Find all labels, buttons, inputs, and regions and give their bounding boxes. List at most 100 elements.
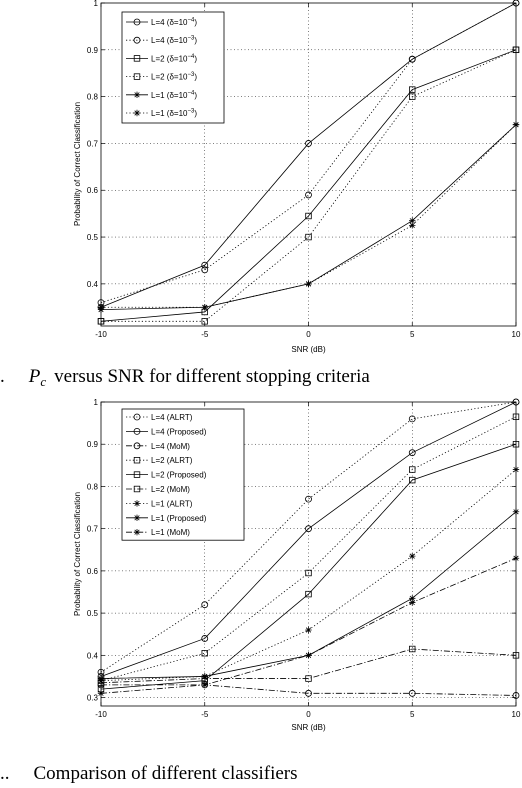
series-line — [101, 124, 517, 308]
series-line — [100, 2, 517, 303]
legend-marker — [133, 471, 141, 478]
series-line — [100, 416, 517, 682]
series-line — [100, 648, 517, 684]
caption-prefix: .. — [0, 763, 10, 784]
legend-marker — [133, 91, 141, 98]
legend-label: L=2 (Proposed) — [151, 471, 207, 480]
series-line — [100, 401, 517, 673]
series-line — [101, 49, 517, 322]
data-point — [512, 508, 520, 515]
x-tick-label: -10 — [95, 710, 107, 719]
data-point — [408, 55, 416, 63]
data-point — [201, 673, 208, 680]
legend-label-close: ) — [194, 73, 197, 82]
legend-label-name: L=2 (ALRT) — [151, 456, 193, 465]
data-point — [409, 599, 416, 606]
legend-marker — [133, 442, 141, 450]
legend-label-close: ) — [194, 36, 197, 45]
data-point — [409, 552, 416, 560]
legend-marker — [133, 456, 141, 464]
y-tick-label: 0.7 — [87, 139, 99, 148]
chart-stopping-criteria: -10 -5 0 5 10 0.4 0.5 0.6 0.7 0.8 0.9 1 SNR (dB) Prob… — [0, 0, 521, 389]
x-axis-label: SNR (dB) — [291, 723, 326, 732]
series-5 — [97, 645, 520, 686]
legend-label-close: ) — [194, 54, 197, 63]
data-point — [512, 441, 520, 448]
y-tick-label: 0.4 — [87, 651, 99, 660]
legend-label: L=1 (δ=10−3) — [151, 109, 197, 119]
data-point — [97, 675, 105, 682]
legend-marker — [133, 36, 141, 44]
series-3 — [97, 46, 520, 325]
data-point — [512, 692, 520, 699]
legend-box — [121, 11, 225, 124]
caption-symbol: P — [28, 366, 41, 387]
legend-marker — [133, 427, 141, 435]
y-tick-label: 1 — [94, 398, 99, 407]
data-point — [201, 650, 208, 657]
series-line — [100, 49, 517, 322]
data-point — [409, 86, 416, 93]
series-line — [100, 2, 517, 308]
figure-caption: . Pc versus SNR for different stopping cri… — [0, 366, 370, 389]
legend-label: L=1 (MoM) — [151, 528, 190, 537]
y-tick-label: 0.4 — [87, 280, 99, 289]
legend-label-exponent: −4 — [187, 18, 195, 24]
data-point — [201, 635, 209, 642]
data-point — [305, 652, 312, 659]
x-tick-label: 10 — [512, 710, 521, 719]
data-point — [201, 681, 208, 689]
legend-label: L=2 (δ=10−3) — [151, 72, 197, 82]
legend-label-name: L=4 (MoM) — [151, 442, 190, 451]
data-point — [512, 555, 520, 562]
legend-label-name: L=1 (δ=10 — [151, 91, 188, 100]
legend-marker — [133, 514, 141, 521]
x-tick-label: 0 — [306, 710, 311, 719]
y-tick-label: 0.6 — [87, 567, 99, 576]
data-point — [201, 304, 208, 311]
data-point — [201, 601, 209, 609]
legend-label: L=1 (δ=10−4) — [151, 90, 197, 100]
series-line — [100, 557, 517, 694]
data-point — [305, 495, 312, 503]
x-tick-label: -5 — [201, 330, 209, 339]
caption-text: Comparison of different classifiers — [34, 763, 298, 784]
legend-marker — [133, 18, 141, 26]
data-point — [305, 626, 312, 634]
legend-label-name: L=4 (ALRT) — [151, 413, 193, 422]
legend-label-name: L=4 (δ=10 — [151, 18, 188, 27]
legend-marker — [133, 500, 141, 507]
legend-label-exponent: −3 — [187, 72, 195, 78]
chart-classifier-comparison: -10 -5 0 5 10 0.3 0.4 0.5 0.6 0.7 0.8 0.9 1 SNR (dB) P… — [0, 398, 521, 784]
y-tick-label: 0.5 — [87, 233, 99, 242]
caption-prefix: . — [0, 366, 5, 387]
legend-label-name: L=2 (δ=10 — [151, 73, 188, 82]
x-tick-label: 5 — [410, 330, 415, 339]
data-point — [305, 233, 312, 241]
legend-label: L=2 (ALRT) — [151, 456, 193, 465]
data-point — [97, 690, 105, 697]
legend-marker — [133, 55, 141, 62]
x-tick-label: 0 — [306, 330, 311, 339]
y-tick-label: 0.5 — [87, 609, 99, 618]
legend-label-exponent: −4 — [187, 54, 195, 60]
y-tick-label: 0.8 — [87, 93, 99, 102]
legend-label-name: L=1 (ALRT) — [151, 499, 193, 508]
series-line — [100, 443, 517, 690]
data-point — [409, 645, 416, 653]
data-point — [512, 398, 520, 406]
data-point — [512, 413, 520, 420]
y-tick-label: 0.9 — [87, 440, 99, 449]
data-point — [512, 466, 520, 473]
data-point — [305, 590, 312, 598]
data-point — [512, 46, 520, 54]
legend-label: L=1 (Proposed) — [151, 514, 207, 523]
data-point — [97, 304, 105, 311]
legend-label-name: L=2 (MoM) — [151, 485, 190, 494]
caption-text: versus SNR for different stopping criter… — [54, 366, 370, 387]
series-1 — [97, 398, 520, 680]
data-point — [409, 217, 416, 224]
data-point — [201, 261, 209, 269]
caption-subscript: c — [40, 374, 46, 389]
